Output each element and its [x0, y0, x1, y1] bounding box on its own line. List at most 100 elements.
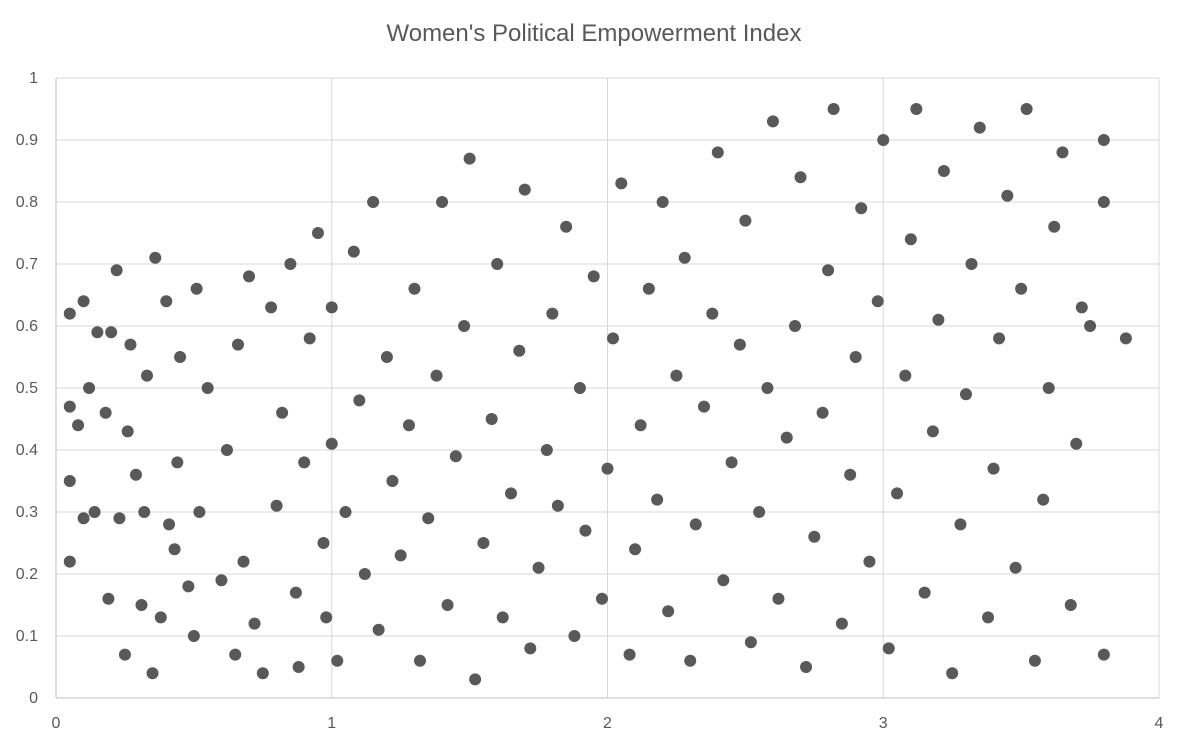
y-tick-label: 0.4: [16, 442, 38, 459]
data-point: [91, 326, 104, 339]
data-point: [110, 264, 123, 277]
data-point: [835, 617, 848, 630]
data-point: [546, 307, 559, 320]
data-point: [871, 295, 884, 308]
data-point: [124, 338, 137, 351]
data-point: [1097, 648, 1110, 661]
data-point: [706, 307, 719, 320]
data-point: [320, 611, 333, 624]
data-point: [662, 605, 675, 618]
data-point: [733, 338, 746, 351]
data-point: [579, 524, 592, 537]
chart-title: Women's Political Empowerment Index: [386, 20, 802, 47]
data-point: [656, 196, 669, 208]
y-tick-label: 0.9: [16, 132, 38, 149]
y-tick-label: 0.7: [16, 256, 38, 273]
data-point: [331, 654, 344, 667]
data-point: [441, 599, 454, 611]
data-point: [243, 270, 256, 283]
data-point: [171, 456, 184, 469]
data-point: [808, 530, 821, 543]
data-point: [601, 462, 614, 475]
data-point: [298, 456, 311, 469]
data-point: [954, 518, 967, 531]
data-point: [187, 630, 200, 642]
data-point: [926, 425, 939, 438]
data-point: [753, 506, 766, 518]
data-point: [946, 667, 959, 680]
data-point: [138, 506, 151, 518]
data-point: [689, 518, 702, 531]
data-point: [88, 506, 101, 518]
y-tick-label: 0.5: [16, 380, 38, 397]
data-point: [477, 537, 490, 549]
data-point: [408, 282, 421, 295]
data-point: [973, 121, 986, 134]
data-point: [265, 301, 278, 314]
data-point: [118, 648, 131, 661]
data-point: [347, 245, 360, 258]
data-point: [877, 134, 890, 146]
data-point: [678, 251, 691, 264]
data-point: [504, 487, 517, 500]
data-point: [772, 592, 785, 605]
data-point: [1097, 196, 1110, 208]
data-point: [882, 642, 895, 655]
data-point: [485, 413, 498, 425]
data-point: [358, 568, 371, 580]
data-point: [402, 419, 415, 432]
data-point: [642, 282, 655, 295]
data-point: [595, 592, 608, 605]
data-point: [231, 338, 244, 351]
data-point: [684, 654, 697, 667]
data-point: [739, 214, 752, 227]
data-point: [904, 233, 917, 246]
data-point: [761, 382, 774, 394]
data-point: [63, 400, 76, 413]
data-point: [910, 103, 923, 115]
data-point: [292, 661, 305, 673]
data-point: [540, 444, 553, 456]
data-point: [822, 264, 835, 277]
data-point: [496, 611, 509, 624]
data-point: [353, 394, 366, 407]
data-point: [394, 549, 407, 562]
axes: [55, 78, 1159, 699]
data-point: [899, 369, 912, 382]
data-point: [201, 382, 214, 394]
data-point: [386, 475, 399, 487]
data-point: [63, 475, 76, 487]
data-point: [560, 220, 573, 233]
data-point: [311, 227, 324, 239]
data-point: [937, 165, 950, 177]
data-point: [160, 295, 173, 308]
data-point: [1009, 561, 1022, 574]
data-point: [276, 406, 289, 419]
data-point: [154, 611, 167, 624]
y-tick-label: 0.8: [16, 194, 38, 211]
data-point: [1056, 146, 1069, 159]
data-point: [380, 351, 393, 363]
data-point: [422, 512, 435, 525]
data-point: [629, 543, 642, 556]
data-point: [63, 307, 76, 320]
data-point: [83, 382, 96, 394]
data-point: [163, 518, 176, 531]
data-point: [135, 599, 148, 611]
data-point: [491, 258, 504, 270]
data-point: [121, 425, 134, 438]
data-point: [1042, 382, 1055, 394]
data-point: [717, 574, 730, 587]
data-point: [1028, 654, 1041, 667]
data-point: [587, 270, 600, 283]
data-point: [193, 506, 206, 518]
data-point: [413, 654, 426, 667]
data-point: [63, 555, 76, 568]
data-point: [190, 282, 203, 295]
data-point: [816, 406, 829, 419]
data-point: [551, 499, 564, 512]
data-point: [725, 456, 738, 469]
data-point: [891, 487, 904, 500]
data-point: [711, 146, 724, 159]
